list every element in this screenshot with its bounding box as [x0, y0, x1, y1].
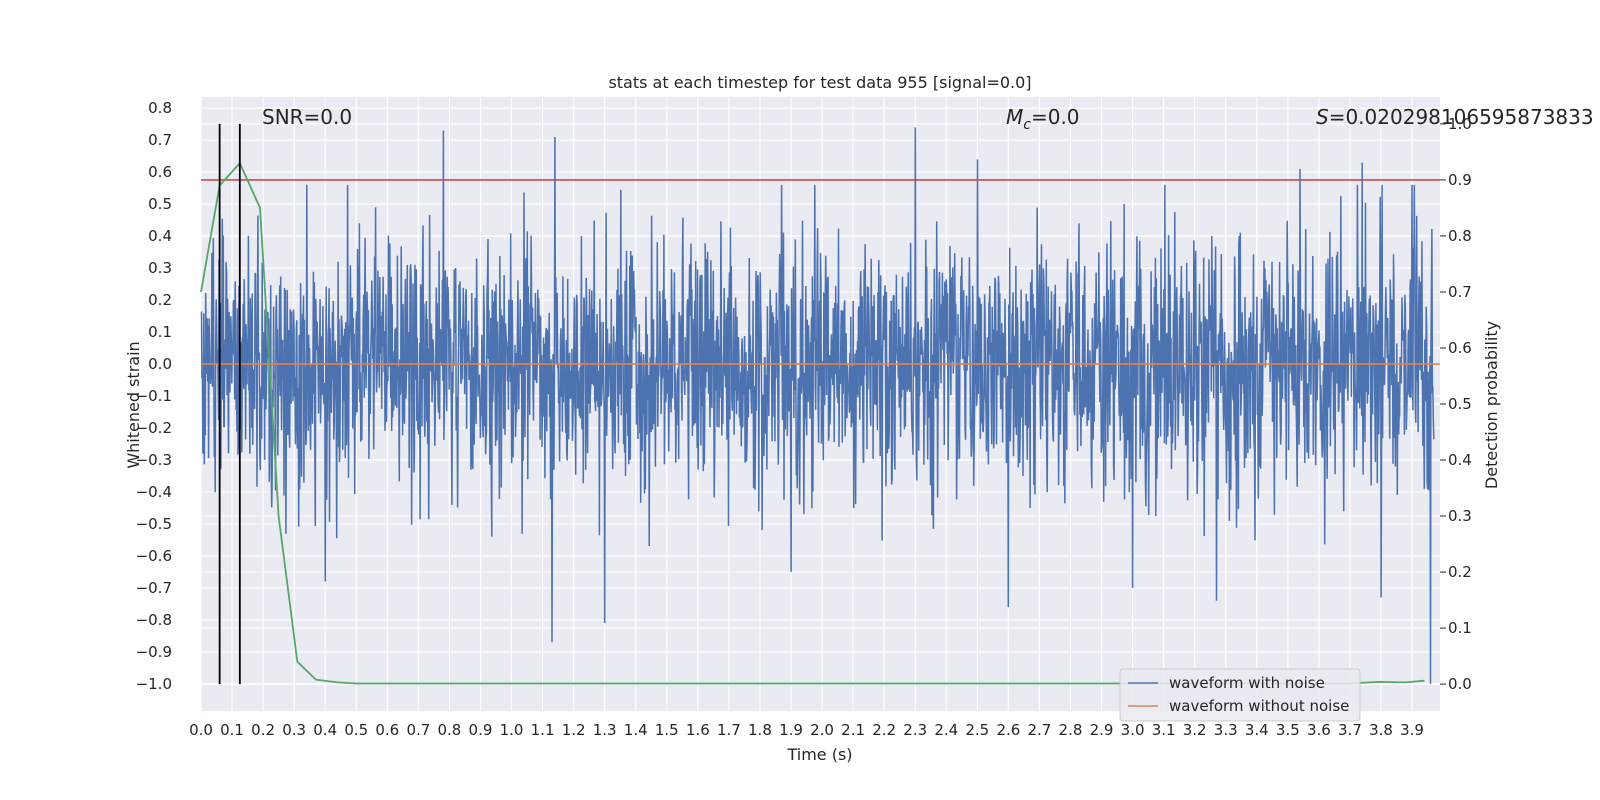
y-tick-label: 0.1 — [148, 323, 172, 341]
x-tick-label: 1.9 — [779, 721, 803, 739]
x-tick-label: 3.5 — [1276, 721, 1300, 739]
x-tick-labels: 0.0 0.1 0.2 0.3 0.4 0.5 0.6 0.7 0.8 0.9 1.0 1.1 1.2 1… — [189, 721, 1424, 739]
x-tick-label: 0.9 — [469, 721, 493, 739]
chirp-mass-annotation: Mc=0.0 — [1006, 105, 1080, 133]
y-tick-label: −0.9 — [136, 643, 172, 661]
s-value: =0.020298106595873833 — [1329, 105, 1594, 129]
x-tick-label: 0.3 — [282, 721, 306, 739]
x-tick-label: 3.1 — [1152, 721, 1176, 739]
x-tick-label: 3.8 — [1369, 721, 1393, 739]
y2-tick-label: 0.0 — [1448, 675, 1472, 693]
y-tick-label: −0.5 — [136, 515, 172, 533]
x-tick-label: 3.2 — [1183, 721, 1207, 739]
x-tick-label: 2.5 — [965, 721, 989, 739]
x-tick-label: 3.6 — [1307, 721, 1331, 739]
x-tick-label: 2.9 — [1090, 721, 1114, 739]
x-tick-label: 1.5 — [655, 721, 679, 739]
y2-tick-labels: 1.0 0.9 0.8 0.7 0.6 0.5 0.4 0.3 0.2 0.1 0.0 — [1448, 115, 1472, 693]
y2-tick-label: 0.8 — [1448, 227, 1472, 245]
snr-annotation: SNR=0.0 — [262, 105, 352, 129]
x-tick-label: 0.0 — [189, 721, 213, 739]
chirp-mass-value: =0.0 — [1031, 105, 1080, 129]
x-tick-label: 2.7 — [1027, 721, 1051, 739]
x-tick-label: 2.8 — [1059, 721, 1083, 739]
y-tick-label: −0.6 — [136, 547, 172, 565]
chirp-mass-subscript: c — [1023, 117, 1031, 133]
y2-tick-label: 0.3 — [1448, 507, 1472, 525]
y2-tick-label: 0.6 — [1448, 339, 1472, 357]
y-tick-label: 0.6 — [148, 163, 172, 181]
legend: waveform with noise waveform without noi… — [1119, 668, 1361, 722]
y-tick-label: −0.8 — [136, 611, 172, 629]
x-tick-label: 0.2 — [251, 721, 275, 739]
x-tick-label: 1.2 — [562, 721, 586, 739]
y2-tick-label: 1.0 — [1448, 115, 1472, 133]
legend-label-clean: waveform without noise — [1169, 697, 1349, 715]
x-tick-label: 1.6 — [686, 721, 710, 739]
x-tick-label: 3.4 — [1245, 721, 1269, 739]
y-axis-label: Whitened strain — [124, 341, 143, 468]
s-annotation: S=0.020298106595873833 — [1316, 105, 1594, 129]
x-tick-label: 3.7 — [1338, 721, 1362, 739]
y2-tick-label: 0.7 — [1448, 283, 1472, 301]
x-tick-label: 2.1 — [841, 721, 865, 739]
x-tick-label: 0.6 — [375, 721, 399, 739]
x-tick-label: 1.1 — [531, 721, 555, 739]
x-tick-label: 1.8 — [748, 721, 772, 739]
y-tick-label: −1.0 — [136, 675, 172, 693]
x-tick-label: 1.4 — [624, 721, 648, 739]
x-tick-label: 2.4 — [934, 721, 958, 739]
y-tick-label: −0.2 — [136, 419, 172, 437]
x-tick-label: 1.7 — [717, 721, 741, 739]
series-waveform-with-noise — [200, 127, 1435, 684]
chirp-mass-symbol: M — [1006, 105, 1023, 129]
y-tick-label: 0.0 — [148, 355, 172, 373]
x-tick-label: 0.7 — [406, 721, 430, 739]
x-tick-label: 3.9 — [1400, 721, 1424, 739]
y-tick-label: 0.5 — [148, 195, 172, 213]
series-layer — [200, 123, 1440, 685]
y-tick-label: −0.7 — [136, 579, 172, 597]
y-tick-label: 0.4 — [148, 227, 172, 245]
y-tick-label: 0.3 — [148, 259, 172, 277]
x-tick-label: 1.0 — [500, 721, 524, 739]
x-tick-label: 2.0 — [810, 721, 834, 739]
x-tick-label: 0.4 — [313, 721, 337, 739]
y-tick-label: −0.1 — [136, 387, 172, 405]
x-tick-label: 2.2 — [872, 721, 896, 739]
y-tick-label: −0.3 — [136, 451, 172, 469]
legend-box — [1119, 668, 1361, 722]
s-symbol: S — [1316, 105, 1329, 129]
x-axis-label: Time (s) — [786, 745, 852, 764]
x-tick-label: 2.3 — [903, 721, 927, 739]
y-tick-label: −0.4 — [136, 483, 172, 501]
y2-axis-label: Detection probability — [1482, 321, 1501, 489]
y2-tick-label: 0.1 — [1448, 619, 1472, 637]
x-tick-label: 3.3 — [1214, 721, 1238, 739]
chart-title: stats at each timestep for test data 955… — [608, 73, 1031, 92]
y2-tick-label: 0.5 — [1448, 395, 1472, 413]
x-tick-label: 0.5 — [344, 721, 368, 739]
y2-tick-label: 0.2 — [1448, 563, 1472, 581]
x-tick-label: 2.6 — [996, 721, 1020, 739]
y-tick-label: 0.8 — [148, 99, 172, 117]
legend-label-noise: waveform with noise — [1169, 674, 1325, 692]
x-tick-label: 3.0 — [1121, 721, 1145, 739]
y-tick-labels: 0.8 0.7 0.6 0.5 0.4 0.3 0.2 0.1 0.0 −0.1 −0.2 −0.3 −… — [136, 99, 172, 693]
x-tick-label: 1.3 — [593, 721, 617, 739]
y-tick-label: 0.2 — [148, 291, 172, 309]
x-tick-label: 0.1 — [220, 721, 244, 739]
y2-tick-label: 0.4 — [1448, 451, 1472, 469]
y-tick-label: 0.7 — [148, 131, 172, 149]
x-tick-label: 0.8 — [437, 721, 461, 739]
y2-tick-label: 0.9 — [1448, 171, 1472, 189]
